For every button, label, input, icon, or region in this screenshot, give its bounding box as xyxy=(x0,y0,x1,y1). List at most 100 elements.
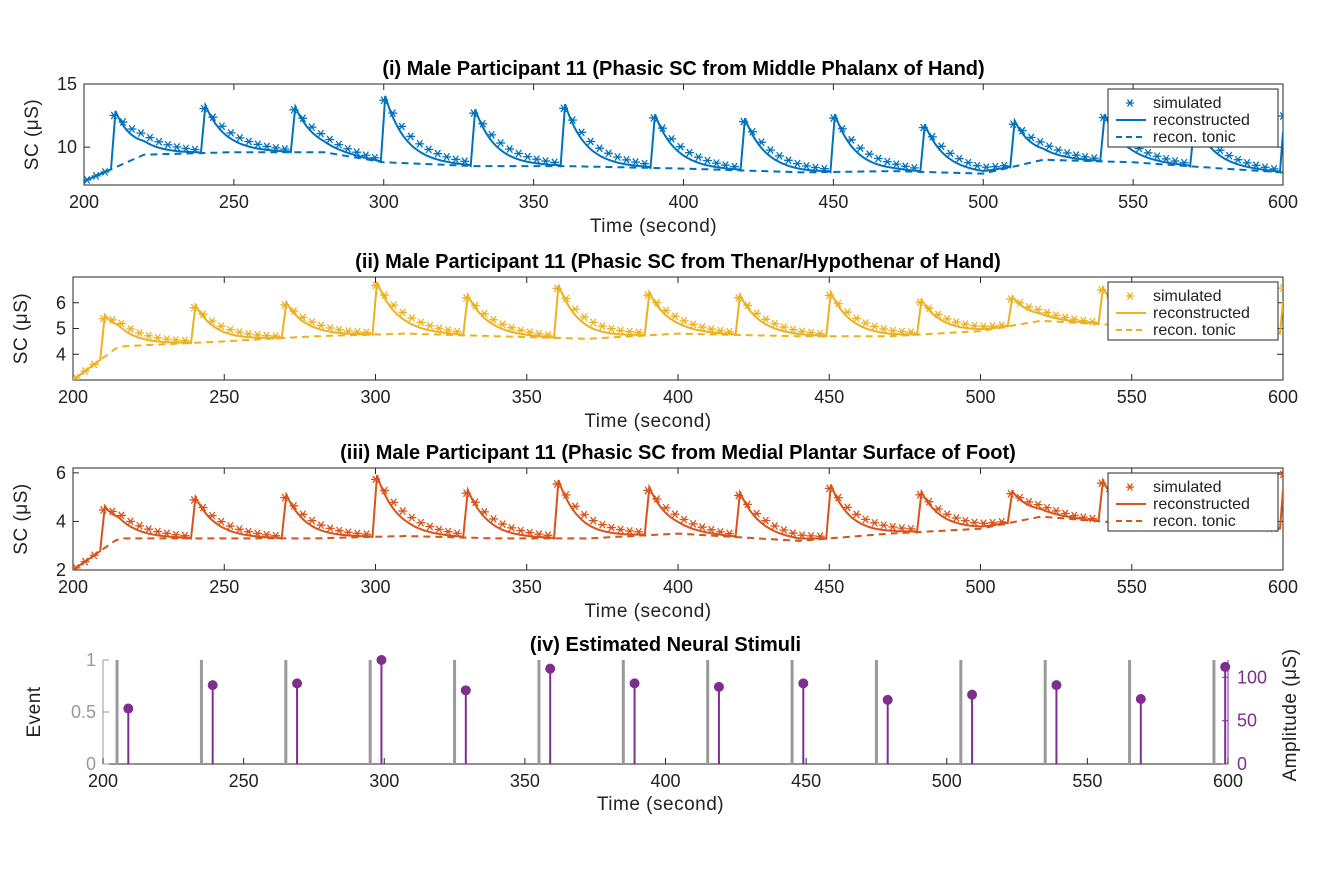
marker-stroke xyxy=(472,498,479,507)
x-tick-label: 400 xyxy=(650,771,680,791)
marker-stroke xyxy=(934,310,942,319)
marker-stroke xyxy=(353,148,360,157)
simulated-point xyxy=(325,524,335,533)
x-axis-label: Time (second) xyxy=(584,601,711,622)
simulated-point xyxy=(525,328,535,337)
simulated-point xyxy=(954,154,964,163)
marker-stroke xyxy=(803,162,810,170)
simulated-point xyxy=(806,328,816,337)
y-tick-label: 15 xyxy=(57,74,77,94)
marker-stroke xyxy=(236,328,243,337)
marker-stroke xyxy=(1090,154,1098,163)
marker-stroke xyxy=(290,105,298,114)
simulated-point xyxy=(933,505,943,514)
marker-stroke xyxy=(73,563,80,570)
simulated-point xyxy=(810,163,820,172)
marker-stroke xyxy=(731,162,738,171)
simulated-point xyxy=(688,320,698,329)
marker-stroke xyxy=(553,284,561,293)
simulated-point xyxy=(352,529,362,538)
simulated-point xyxy=(833,299,843,308)
marker-stroke xyxy=(172,530,180,539)
amplitude-marker xyxy=(629,678,640,689)
simulated-point xyxy=(434,324,444,333)
simulated-point xyxy=(199,104,209,113)
simulated-point xyxy=(861,515,871,524)
x-axis-label: Time (second) xyxy=(584,411,711,432)
simulated-point xyxy=(516,526,526,535)
y-tick-label: 2 xyxy=(56,560,66,580)
marker-stroke xyxy=(749,127,756,136)
marker-stroke xyxy=(390,301,397,310)
simulated-point xyxy=(979,519,989,528)
y-right-tick-label: 100 xyxy=(1237,667,1267,687)
marker-stroke xyxy=(753,509,760,518)
marker-stroke xyxy=(839,124,846,133)
simulated-point xyxy=(163,140,173,149)
marker-stroke xyxy=(1126,99,1134,107)
simulated-point xyxy=(397,122,407,131)
marker-stroke xyxy=(587,137,594,146)
simulated-point xyxy=(625,327,635,336)
marker-stroke xyxy=(453,529,461,538)
x-tick-label: 200 xyxy=(69,192,99,212)
marker-stroke xyxy=(127,324,134,333)
simulated-point xyxy=(334,140,344,149)
marker-stroke xyxy=(497,139,504,147)
marker-stroke xyxy=(452,155,459,164)
marker-stroke xyxy=(416,139,423,148)
simulated-point xyxy=(770,319,780,328)
x-tick-label: 500 xyxy=(968,192,998,212)
simulated-point xyxy=(1224,151,1234,160)
simulated-point xyxy=(1078,513,1088,522)
marker-stroke xyxy=(453,327,461,336)
marker-stroke xyxy=(1043,308,1051,317)
marker-stroke xyxy=(1270,164,1278,173)
marker-stroke xyxy=(1180,158,1188,167)
marker-stroke xyxy=(713,159,720,168)
simulated-point xyxy=(640,159,650,168)
simulated-point xyxy=(534,530,544,539)
marker-stroke xyxy=(146,133,154,142)
simulated-point xyxy=(461,293,471,302)
marker-stroke xyxy=(875,154,882,163)
simulated-point xyxy=(451,155,461,164)
simulated-point xyxy=(1033,500,1043,509)
simulated-point xyxy=(171,530,181,539)
marker-stroke xyxy=(272,143,280,152)
simulated-point xyxy=(945,149,955,158)
simulated-point xyxy=(361,530,371,539)
marker-stroke xyxy=(508,523,515,532)
marker-stroke xyxy=(862,515,869,524)
marker-stroke xyxy=(408,513,416,522)
simulated-point xyxy=(469,109,479,118)
marker-stroke xyxy=(354,529,361,538)
marker-stroke xyxy=(173,142,181,151)
marker-stroke xyxy=(1234,155,1242,164)
y-left-tick-label: 1 xyxy=(86,650,96,670)
marker-stroke xyxy=(762,516,769,525)
marker-stroke xyxy=(590,318,597,327)
marker-stroke xyxy=(925,304,933,313)
simulated-point xyxy=(361,151,371,160)
amplitude-marker xyxy=(376,655,387,665)
simulated-point xyxy=(1087,317,1097,326)
simulated-point xyxy=(997,517,1007,526)
simulated-point xyxy=(253,140,263,149)
simulated-point xyxy=(891,160,901,169)
marker-stroke xyxy=(1279,287,1283,293)
y-right-tick-label: 0 xyxy=(1237,754,1247,774)
simulated-point xyxy=(80,557,90,566)
marker-stroke xyxy=(989,518,996,527)
marker-stroke xyxy=(971,518,978,527)
marker-stroke xyxy=(605,149,612,158)
marker-stroke xyxy=(218,517,225,526)
marker-stroke xyxy=(524,152,531,161)
marker-stroke xyxy=(317,521,325,530)
simulated-point xyxy=(89,551,99,560)
y-axis-label: SC (μS) xyxy=(22,99,43,170)
simulated-point xyxy=(507,323,517,332)
marker-stroke xyxy=(544,331,552,340)
y-left-axis-label: Event xyxy=(24,686,45,737)
marker-stroke xyxy=(717,527,724,536)
